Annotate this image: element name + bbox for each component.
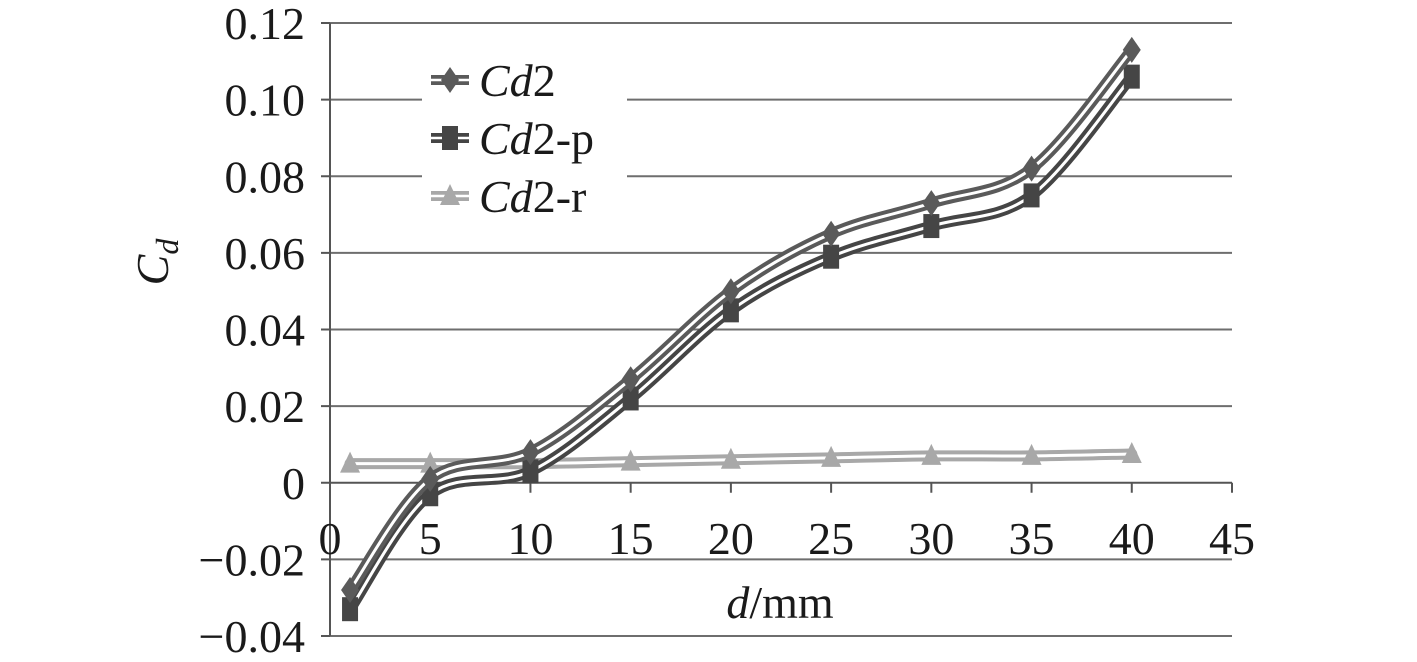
data-point-marker bbox=[342, 597, 359, 622]
data-point-marker bbox=[1121, 442, 1142, 464]
data-point-marker bbox=[721, 278, 740, 305]
data-point-marker bbox=[722, 298, 739, 323]
x-tick-label: 25 bbox=[808, 513, 854, 564]
x-axis-title: d/mm bbox=[726, 577, 834, 628]
legend-marker bbox=[440, 184, 460, 205]
y-tick-labels: 0.12 0.10 0.08 0.06 0.04 0.02 0 −0.02 −0.04 bbox=[199, 0, 305, 662]
x-tick-label: 40 bbox=[1109, 513, 1155, 564]
y-tick-label: 0.02 bbox=[225, 381, 306, 432]
data-point-marker bbox=[822, 220, 841, 247]
x-tick-label: 15 bbox=[608, 513, 654, 564]
series-2 bbox=[342, 64, 1140, 622]
legend-label: Cd2-r bbox=[479, 171, 586, 222]
data-point-marker bbox=[720, 447, 741, 469]
legend-label: Cd2-p bbox=[479, 113, 594, 164]
y-axis-title: Cd bbox=[127, 238, 185, 286]
y-tick-label: 0.04 bbox=[225, 305, 306, 356]
y-axis-title-main: C bbox=[127, 253, 178, 285]
data-point-marker bbox=[621, 366, 640, 393]
x-axis-title-var: d bbox=[726, 577, 750, 628]
y-tick-label: 0.08 bbox=[225, 151, 306, 202]
data-point-marker bbox=[1022, 155, 1041, 182]
x-tick-label: 30 bbox=[908, 513, 954, 564]
data-point-marker bbox=[341, 577, 360, 604]
y-axis-title-sub: d bbox=[149, 238, 185, 255]
data-point-marker bbox=[620, 449, 641, 471]
svg-text:Cd: Cd bbox=[127, 238, 185, 286]
x-tick-label: 5 bbox=[419, 513, 442, 564]
data-point-marker bbox=[1122, 36, 1141, 63]
data-point-marker bbox=[921, 443, 942, 465]
data-point-marker bbox=[1021, 443, 1042, 465]
series-1 bbox=[341, 36, 1141, 604]
legend: Cd2 Cd2-p Cd2-r bbox=[422, 52, 627, 232]
data-point-marker bbox=[923, 214, 940, 239]
legend-marker bbox=[441, 67, 459, 93]
x-tick-label: 20 bbox=[708, 513, 754, 564]
data-point-marker bbox=[622, 386, 639, 411]
data-point-marker bbox=[1123, 64, 1140, 89]
y-tick-label: 0.12 bbox=[225, 0, 306, 49]
data-point-marker bbox=[922, 190, 941, 217]
legend-item: Cd2-p bbox=[431, 113, 594, 164]
data-point-marker bbox=[421, 465, 440, 492]
legend-item: Cd2 bbox=[431, 55, 556, 106]
x-tick-label: 10 bbox=[507, 513, 553, 564]
x-tick-label: 35 bbox=[1009, 513, 1055, 564]
data-point-marker bbox=[521, 439, 540, 466]
data-point-marker bbox=[340, 451, 361, 473]
legend-item: Cd2-r bbox=[431, 171, 586, 222]
y-tick-label: 0.06 bbox=[225, 228, 306, 279]
x-tick-label: 0 bbox=[319, 513, 342, 564]
series-layer bbox=[340, 36, 1142, 622]
x-tick-label: 45 bbox=[1209, 513, 1255, 564]
y-tick-label: −0.04 bbox=[199, 611, 305, 662]
data-point-marker bbox=[1023, 183, 1040, 208]
data-point-marker bbox=[420, 451, 441, 473]
data-point-marker bbox=[823, 244, 840, 269]
y-tick-label: 0.10 bbox=[225, 75, 306, 126]
data-point-marker bbox=[821, 445, 842, 467]
y-tick-label: −0.02 bbox=[199, 534, 305, 585]
x-tick-labels: 0 5 10 15 20 25 30 35 40 45 bbox=[319, 513, 1256, 564]
y-tick-label: 0 bbox=[282, 458, 305, 509]
legend-marker bbox=[442, 126, 458, 150]
data-point-marker bbox=[522, 459, 539, 484]
x-axis-title-unit: /mm bbox=[749, 577, 834, 628]
legend-label: Cd2 bbox=[479, 55, 556, 106]
